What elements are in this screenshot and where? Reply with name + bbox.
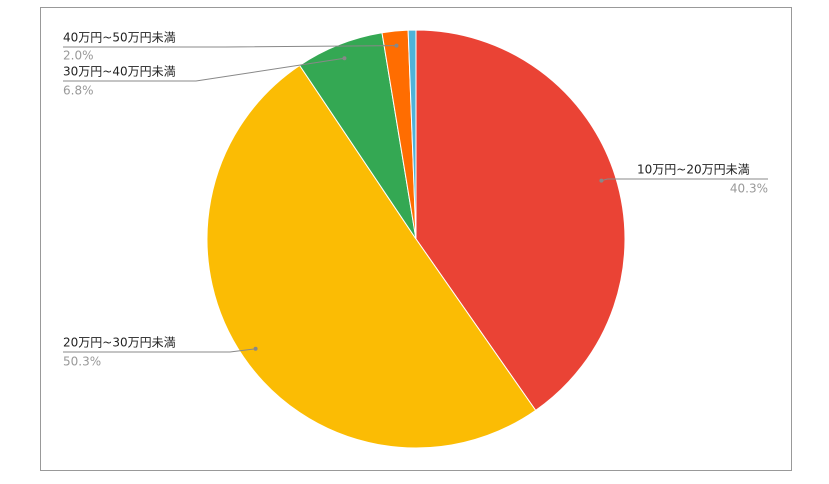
leader-dot <box>342 56 347 61</box>
pie-slice <box>407 29 417 240</box>
leader-line <box>601 178 768 182</box>
pie-slice <box>415 29 626 412</box>
slice-value-label: 6.8% <box>63 84 94 98</box>
leader-dot <box>394 43 399 48</box>
slice-value-label: 40.3% <box>730 182 768 196</box>
leader-dot <box>599 178 604 183</box>
slice-label: 10万円~20万円未満 <box>637 163 750 177</box>
leader-line <box>63 45 397 48</box>
slice-value-label: 50.3% <box>63 355 101 369</box>
pie-slice <box>206 64 537 449</box>
leader-dot <box>253 346 258 351</box>
slice-label: 20万円~30万円未満 <box>63 336 176 350</box>
leader-line <box>63 57 345 82</box>
slice-value-label: 2.0% <box>63 49 94 63</box>
slice-label: 30万円~40万円未満 <box>63 65 176 79</box>
leader-line <box>63 348 256 353</box>
slice-label: 40万円~50万円未満 <box>63 31 176 45</box>
